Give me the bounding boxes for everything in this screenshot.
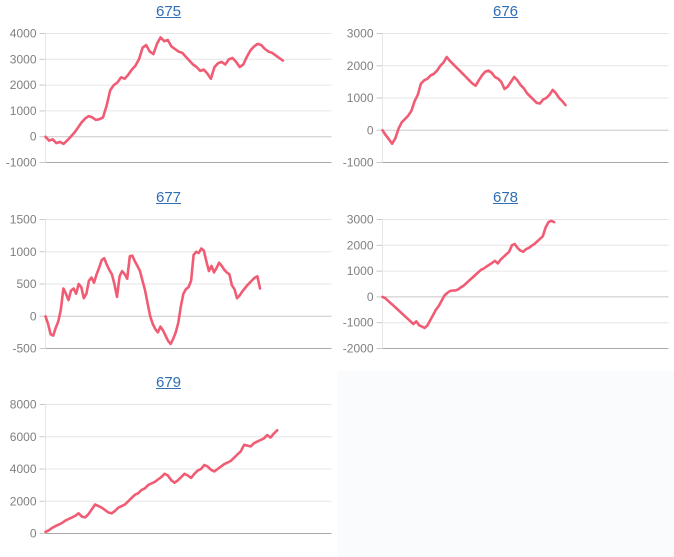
chart-panel-676: 676 3000 2000 1000 0 -1000 <box>337 0 674 186</box>
svg-text:-1000: -1000 <box>6 156 37 170</box>
svg-text:-500: -500 <box>12 342 36 356</box>
svg-text:1000: 1000 <box>347 91 374 105</box>
svg-text:3000: 3000 <box>10 52 37 66</box>
svg-text:8000: 8000 <box>10 398 37 412</box>
chart-panel-675: 675 4000 3000 2000 1000 0 -1000 <box>0 0 337 186</box>
svg-text:-1000: -1000 <box>343 316 374 330</box>
svg-text:4000: 4000 <box>10 462 37 476</box>
svg-text:0: 0 <box>30 130 37 144</box>
svg-text:1500: 1500 <box>10 213 37 227</box>
svg-text:2000: 2000 <box>347 59 374 73</box>
svg-text:3000: 3000 <box>347 27 374 41</box>
svg-text:-1000: -1000 <box>343 156 374 170</box>
svg-text:6000: 6000 <box>10 430 37 444</box>
svg-text:1000: 1000 <box>10 104 37 118</box>
chart-link-675[interactable]: 675 <box>155 3 182 20</box>
svg-text:0: 0 <box>367 290 374 304</box>
line-chart-676: 3000 2000 1000 0 -1000 <box>343 27 669 170</box>
empty-panel <box>337 371 674 557</box>
svg-text:2000: 2000 <box>347 238 374 252</box>
svg-text:2000: 2000 <box>10 494 37 508</box>
svg-text:0: 0 <box>367 123 374 137</box>
line-chart-677: 1500 1000 500 0 -500 <box>10 213 332 356</box>
chart-link-676[interactable]: 676 <box>492 3 519 20</box>
chart-panel-678: 678 3000 2000 1000 0 -1000 -2000 <box>337 186 674 371</box>
chart-panel-677: 677 1500 1000 500 0 -500 <box>0 186 337 371</box>
chart-link-679[interactable]: 679 <box>155 374 182 391</box>
svg-text:2000: 2000 <box>10 78 37 92</box>
svg-text:0: 0 <box>30 527 37 541</box>
chart-link-678[interactable]: 678 <box>492 189 519 206</box>
svg-text:4000: 4000 <box>10 27 37 41</box>
svg-text:0: 0 <box>30 309 37 323</box>
line-chart-675: 4000 3000 2000 1000 0 -1000 <box>6 27 332 170</box>
line-chart-678: 3000 2000 1000 0 -1000 -2000 <box>343 213 669 356</box>
chart-panel-679: 679 8000 6000 4000 2000 0 <box>0 371 337 557</box>
svg-text:3000: 3000 <box>347 213 374 227</box>
svg-text:-2000: -2000 <box>343 342 374 356</box>
svg-text:1000: 1000 <box>10 245 37 259</box>
svg-text:1000: 1000 <box>347 264 374 278</box>
svg-text:500: 500 <box>16 277 36 291</box>
chart-link-677[interactable]: 677 <box>155 189 182 206</box>
line-chart-679: 8000 6000 4000 2000 0 <box>10 398 332 541</box>
